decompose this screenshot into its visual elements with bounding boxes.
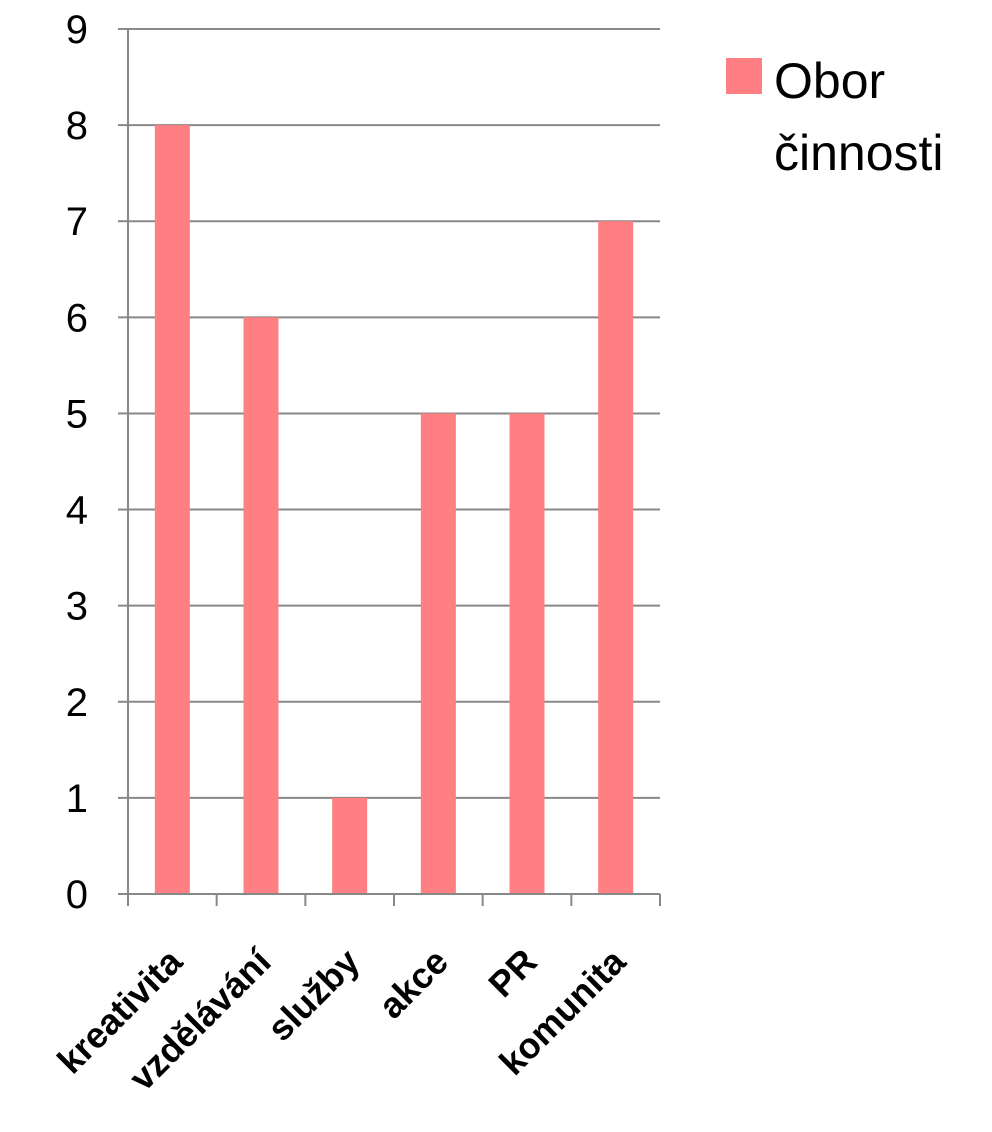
axes xyxy=(118,28,661,906)
y-tick-label: 2 xyxy=(66,681,88,725)
legend-label-line-1: Obor xyxy=(774,53,885,109)
y-tick-label: 1 xyxy=(66,777,88,821)
y-tick-label: 3 xyxy=(66,585,88,629)
x-tick-label: služby xyxy=(259,941,367,1049)
y-tick-label: 6 xyxy=(66,296,88,340)
y-tick-label: 4 xyxy=(66,489,88,533)
x-tick-label: PR xyxy=(480,941,544,1005)
y-tick-label: 5 xyxy=(66,392,88,436)
x-tick-label: akce xyxy=(370,941,456,1027)
y-tick-label: 8 xyxy=(66,104,88,148)
bar-kreativita xyxy=(154,125,190,895)
y-tick-label: 0 xyxy=(66,873,88,917)
bar-komunita xyxy=(598,221,634,894)
bar-PR xyxy=(509,413,545,894)
bars xyxy=(154,125,634,895)
y-tick-labels: 0 1 2 3 4 5 6 7 8 9 xyxy=(66,8,88,917)
y-tick-label: 7 xyxy=(66,200,88,244)
bar-služby xyxy=(332,797,368,894)
bar-vzdělávání xyxy=(243,317,279,894)
legend: Obor činnosti xyxy=(726,53,944,181)
legend-label-line-2: činnosti xyxy=(774,125,944,181)
bar-akce xyxy=(420,413,456,894)
legend-swatch xyxy=(726,58,762,94)
gridlines xyxy=(128,28,660,799)
y-tick-label: 9 xyxy=(66,8,88,52)
